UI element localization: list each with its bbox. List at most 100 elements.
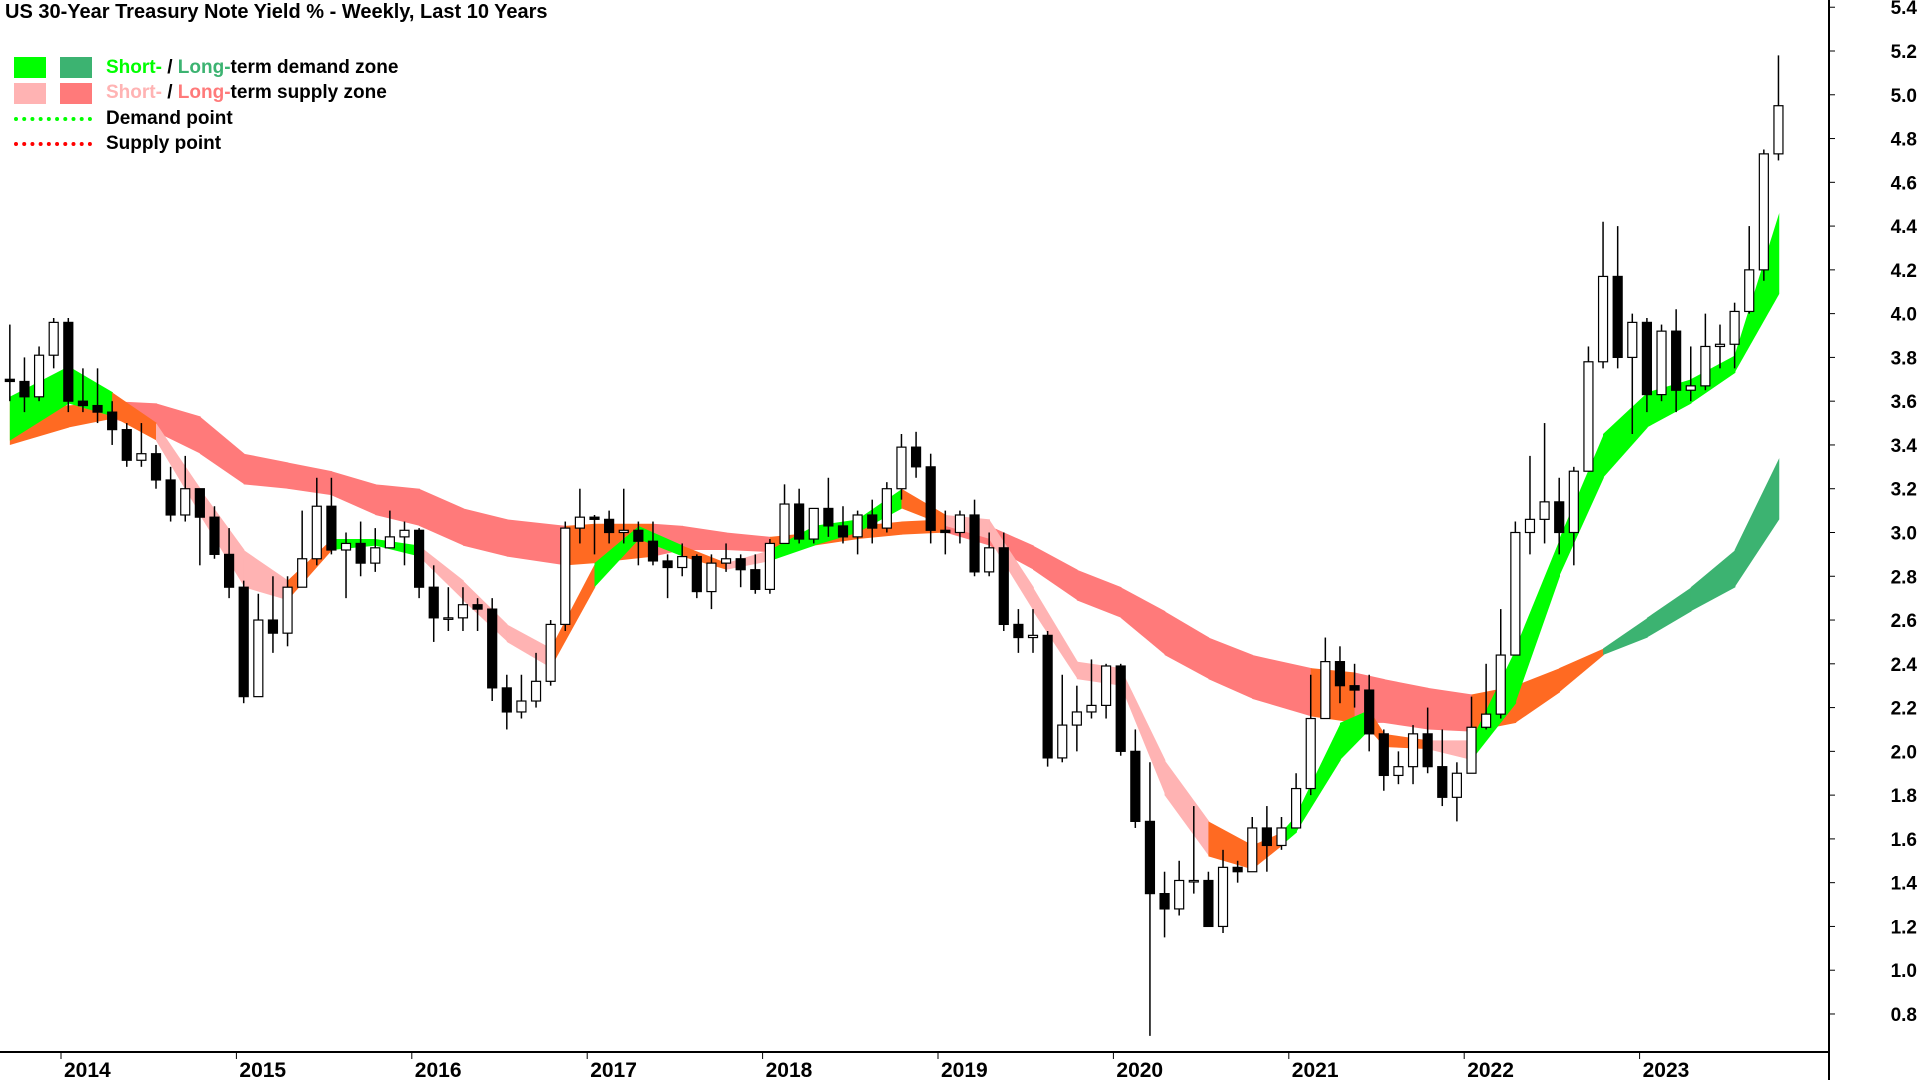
candle-body [1539,501,1550,520]
candle-body [1597,275,1609,363]
candle-body [1364,689,1375,735]
long-zone-segment [1076,569,1122,618]
candle-body [545,623,556,682]
candle-body [355,542,366,564]
candle-body [1758,153,1769,271]
candle-body [1451,772,1462,798]
candle-body [63,321,74,402]
candle-body [121,429,132,461]
candle-body [1291,787,1302,829]
long-zone-segment [1427,687,1473,732]
legend-supply-zone: Short- / Long-term supply zone [14,81,398,107]
legend-text: Demand point [106,107,233,129]
candle-body [180,488,191,516]
candle-body [1334,661,1346,687]
candle-body [881,488,892,529]
legend-demand-point: Demand point [14,106,398,132]
candle-body [764,542,776,590]
long-zone-segment [462,508,508,557]
y-tick-label: 2.4 [1891,655,1918,676]
short-zone-segment [331,539,377,551]
candle-body [1714,343,1726,348]
candle-body [998,547,1009,626]
candle-body [487,608,498,689]
y-tick-label: 2.8 [1891,567,1917,588]
long-zone-segment [1690,550,1736,612]
long-zone-segment [419,488,464,546]
candle-body [1627,321,1638,359]
legend: Short- / Long-term demand zone Short- / … [14,55,398,157]
candle-body [107,411,118,431]
candle-body [604,518,615,534]
y-tick-label: 5.2 [1891,42,1917,63]
y-tick-label: 1.4 [1891,874,1918,895]
candle-body [1144,820,1156,895]
candle-body [1524,518,1536,534]
candle-body [501,687,512,713]
candle-body [1188,879,1199,883]
legend-demand-zone: Short- / Long-term demand zone [14,55,398,81]
candle-body [1057,724,1068,759]
short-zone-segment [1646,379,1692,428]
candle-body [1349,685,1360,691]
candle-body [662,560,673,569]
long-zone-segment [243,453,289,489]
y-tick-label: 2.6 [1891,611,1917,632]
long-zone-segment [156,403,201,454]
candle-body [706,562,717,593]
y-tick-label: 1.2 [1891,917,1917,938]
short-zone-segment [1208,821,1254,870]
long-zone-segment [331,471,377,515]
candle-body [1013,623,1024,639]
candle-body [896,446,907,490]
candle-body [589,516,600,520]
candle-body [1568,470,1579,534]
y-tick-label: 2.2 [1891,699,1917,720]
short-zone-segment [199,488,245,588]
long-zone-segment [1033,545,1078,601]
candle-body [925,466,936,531]
candle-body [1393,766,1404,777]
candle-body [384,536,395,549]
candle-body [940,529,951,534]
long-zone-segment [1383,679,1429,730]
demand-point-line-icon [14,116,92,121]
candle-layer [4,55,1784,1036]
short-zone-segment [375,539,420,557]
candle-body [647,540,659,562]
candle-body [969,514,980,573]
candle-body [1100,665,1112,706]
zone-layer [9,212,1780,870]
x-tick-label: 2023 [1643,1059,1690,1080]
candle-body [954,514,966,534]
y-tick-label: 1.6 [1891,830,1917,851]
x-tick-label: 2018 [766,1059,813,1080]
short-zone-segment [901,488,947,526]
candle-body [1174,879,1185,910]
x-tick-label: 2019 [941,1059,988,1080]
x-tick-label: 2016 [415,1059,462,1080]
candle-body [808,507,819,540]
short-zone-segment [1690,355,1736,404]
y-tick-label: 0.8 [1891,1005,1917,1026]
x-tick-label: 2017 [590,1059,637,1080]
short-zone-segment [989,519,1034,612]
candle-body [1773,105,1784,155]
candle-body [19,380,30,398]
candle-body [1510,531,1521,656]
long-zone-segment [1310,668,1356,723]
supply-point-line-icon [14,142,92,147]
short-zone-segment [462,580,508,642]
candle-body [77,400,89,407]
legend-short-label: Short- [106,56,162,78]
y-tick-label: 1.0 [1891,961,1917,982]
candle-body [823,507,834,527]
long-zone-segment [1208,637,1254,699]
candle-body [253,619,264,698]
candle-body [1612,275,1623,359]
y-tick-label: 4.2 [1891,261,1917,282]
short-zone-segment [112,392,157,441]
candle-body [1305,717,1316,790]
short-zone-segment [287,539,333,601]
